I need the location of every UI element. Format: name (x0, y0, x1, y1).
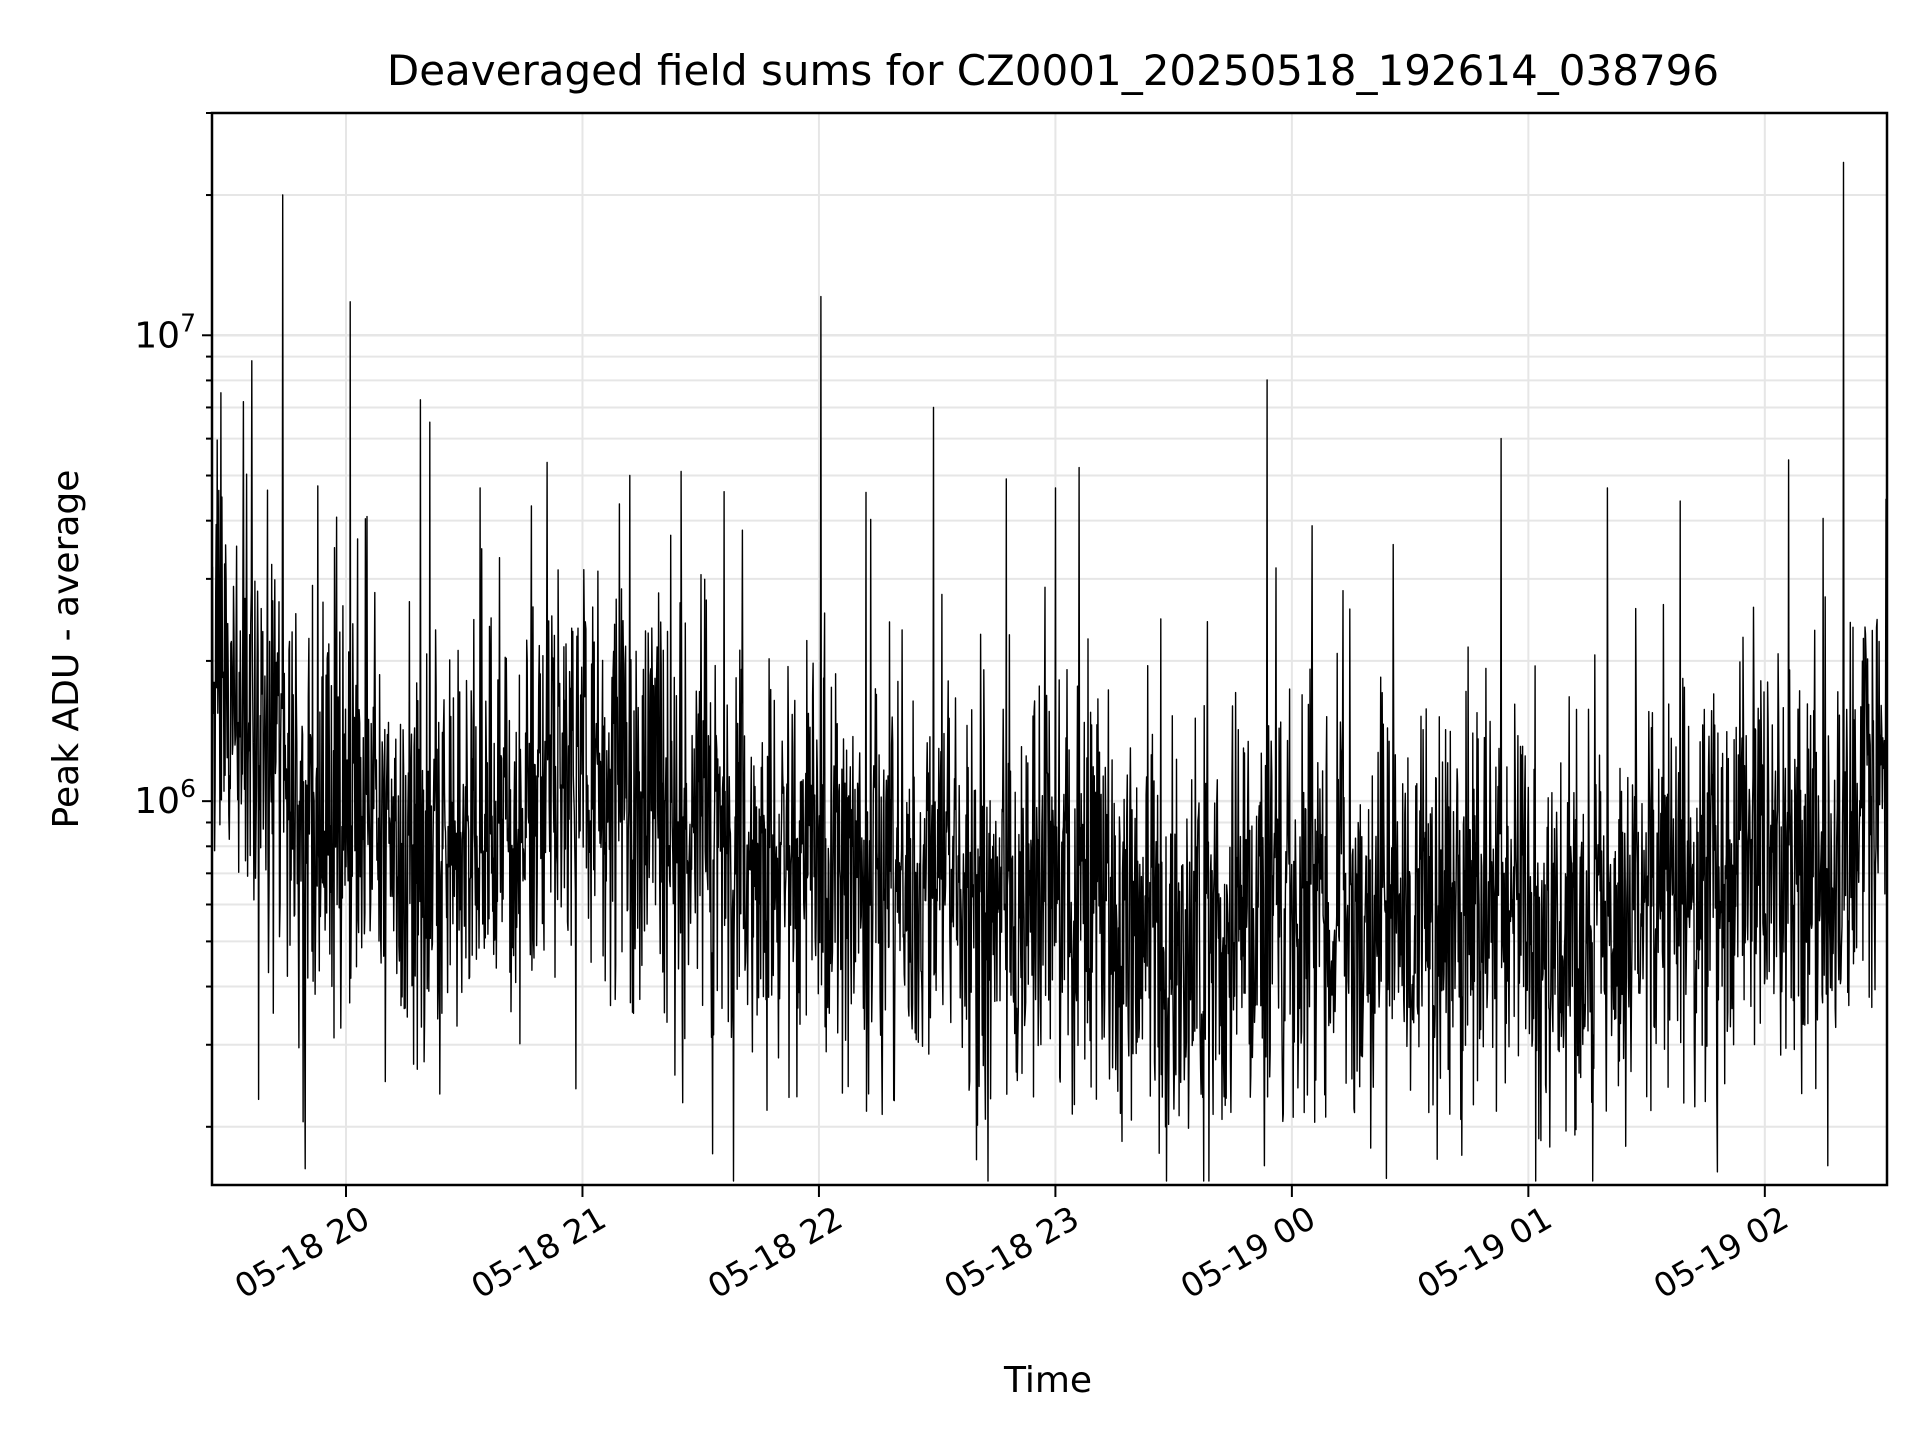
y-axis-label: Peak ADU - average (46, 470, 87, 829)
x-axis-label: Time (1003, 1360, 1092, 1401)
y-axis: 106 107 (134, 112, 212, 1128)
plot-frame (210, 111, 1889, 1187)
y-tick-label: 106 (134, 774, 196, 822)
y-tick-label: 107 (134, 308, 196, 356)
chart-title: Deaveraged field sums for CZ0001_2025051… (387, 46, 1719, 95)
series-layer (211, 161, 1888, 1182)
data-line (211, 161, 1888, 1182)
